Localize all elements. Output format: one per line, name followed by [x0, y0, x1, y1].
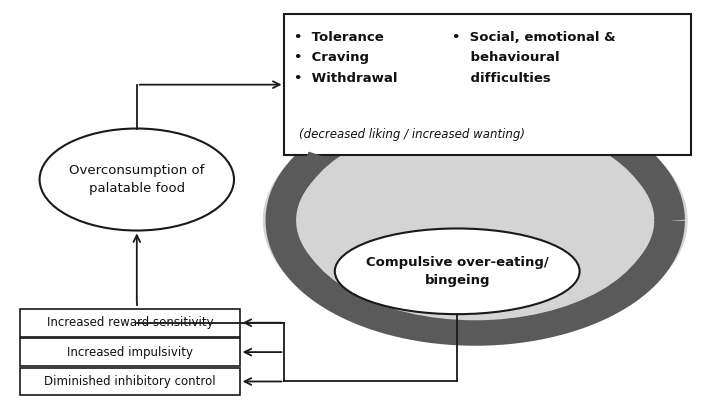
Text: (decreased liking / increased wanting): (decreased liking / increased wanting) [299, 128, 525, 141]
Circle shape [263, 100, 688, 341]
Text: Diminished inhibitory control: Diminished inhibitory control [44, 375, 216, 388]
Text: Increased reward sensitivity: Increased reward sensitivity [47, 316, 213, 329]
Text: •  Social, emotional &
    behavioural
    difficulties: • Social, emotional & behavioural diffic… [452, 31, 616, 84]
Text: Increased impulsivity: Increased impulsivity [67, 346, 193, 359]
Ellipse shape [335, 228, 580, 314]
Circle shape [299, 120, 652, 320]
FancyBboxPatch shape [20, 309, 240, 337]
Ellipse shape [40, 129, 234, 231]
Polygon shape [624, 272, 647, 288]
FancyBboxPatch shape [284, 14, 691, 155]
Text: Overconsumption of
palatable food: Overconsumption of palatable food [69, 164, 204, 195]
Polygon shape [303, 152, 326, 169]
Text: Compulsive over-eating/
bingeing: Compulsive over-eating/ bingeing [366, 256, 549, 287]
FancyBboxPatch shape [20, 368, 240, 395]
Text: •  Tolerance
•  Craving
•  Withdrawal: • Tolerance • Craving • Withdrawal [294, 31, 397, 84]
FancyBboxPatch shape [20, 338, 240, 366]
